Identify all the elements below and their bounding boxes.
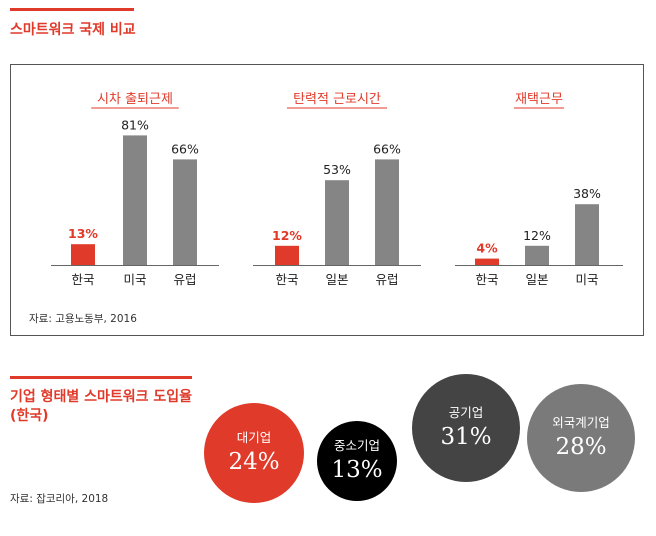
bar-value-label: 12% [523, 228, 551, 243]
bar [375, 159, 399, 265]
bar-value-label: 4% [476, 241, 498, 256]
chart-title: 탄력적 근로시간 [293, 92, 381, 107]
bar [71, 244, 95, 265]
category-label: 한국 [475, 272, 498, 287]
section1-source: 자료: 고용노동부, 2016 [29, 313, 137, 325]
bubble-label: 공기업 [448, 405, 484, 420]
section2-title: 기업 형태별 스마트워크 도입율 (한국) [10, 388, 192, 426]
bar [173, 159, 197, 265]
bar-value-label: 13% [68, 226, 98, 241]
bubble-value: 31% [440, 424, 492, 450]
category-label: 한국 [275, 272, 298, 287]
section1-accent-line [10, 8, 134, 11]
chart-title: 재택근무 [515, 92, 563, 107]
bubble-foreign-corp: 외국계기업 28% [527, 384, 635, 492]
category-label: 유럽 [173, 272, 196, 287]
category-label: 일본 [325, 272, 348, 287]
bar-value-label: 81% [121, 117, 149, 132]
bubble-value: 28% [555, 434, 607, 460]
section2-source: 자료: 잡코리아, 2018 [10, 493, 109, 505]
category-label: 미국 [123, 272, 146, 287]
section1-title: 스마트워크 국제 비교 [10, 22, 136, 38]
category-label: 일본 [525, 272, 548, 287]
bar [525, 245, 549, 265]
bar-charts: 시차 출퇴근제 13% 한국 81% 미국 66% 유럽 탄력적 근로시간 12% 한국 53% 일본… [51, 92, 623, 287]
bubble-large-corp: 대기업 24% [204, 403, 304, 503]
category-label: 한국 [71, 272, 94, 287]
bubble-sme: 중소기업 13% [317, 421, 397, 501]
chart-title: 시차 출퇴근제 [97, 92, 173, 107]
bar [123, 135, 147, 265]
section2-title-line1: 기업 형태별 스마트워크 도입율 [10, 389, 193, 405]
bar-value-label: 66% [373, 141, 401, 156]
bar [475, 258, 499, 265]
bar-value-label: 53% [323, 162, 351, 177]
bar [275, 245, 299, 265]
bubble-label: 중소기업 [333, 438, 380, 453]
category-label: 유럽 [375, 272, 398, 287]
category-label: 미국 [575, 272, 598, 287]
bar-value-label: 12% [272, 228, 302, 243]
bubble-value: 24% [228, 449, 280, 475]
bar-value-label: 66% [171, 141, 199, 156]
bar [575, 204, 599, 265]
bubble-value: 13% [331, 457, 383, 483]
bubble-label: 외국계기업 [552, 415, 610, 430]
comparison-chart-panel: 시차 출퇴근제 13% 한국 81% 미국 66% 유럽 탄력적 근로시간 12% 한국 53% 일본… [10, 64, 644, 336]
bar-value-label: 38% [573, 186, 601, 201]
bubble-label: 대기업 [236, 430, 272, 445]
section2-accent-line [10, 376, 192, 379]
bubble-public-corp: 공기업 31% [412, 374, 520, 482]
bar [325, 180, 349, 265]
section2-title-line2: (한국) [10, 408, 49, 424]
